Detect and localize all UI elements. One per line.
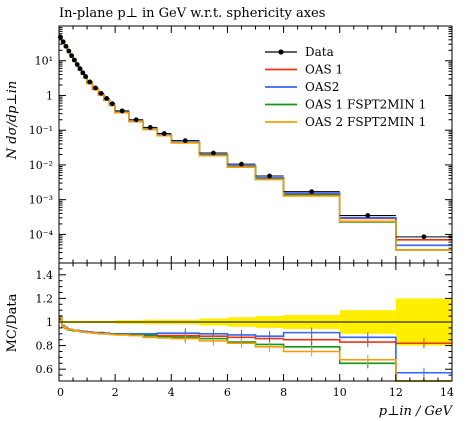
data-point xyxy=(109,101,115,107)
data-point xyxy=(66,48,72,54)
main-y-ticks: 10¹ 1 10⁻¹ 10⁻² 10⁻³ 10⁻⁴ xyxy=(29,25,452,260)
data-point xyxy=(98,90,104,96)
data-point xyxy=(74,62,80,67)
data-point xyxy=(83,74,89,79)
data-point xyxy=(421,234,427,240)
data-point xyxy=(72,57,77,63)
data-point xyxy=(63,43,69,49)
y-tick-label: 10⁻⁴ xyxy=(29,228,54,241)
data-points xyxy=(58,34,452,240)
ratio-y-ticks: 0.6 0.8 1 1.2 1.4 xyxy=(36,262,452,382)
x-tick-label: 10 xyxy=(333,386,347,399)
data-point xyxy=(87,79,93,85)
x-tick-label: 8 xyxy=(280,386,287,399)
main-panel-frame xyxy=(58,25,453,264)
ratio-y-tick-label: 0.8 xyxy=(36,340,54,353)
y-tick-label: 1 xyxy=(46,89,53,102)
legend: Data OAS 1 OAS2 OAS 1 FSPT2MIN 1 OAS 2 FSPT2… xyxy=(265,45,426,129)
x-tick-label: 14 xyxy=(440,386,454,399)
legend-label: OAS2 xyxy=(305,80,339,94)
data-point xyxy=(77,66,83,72)
mc-histogram-1 xyxy=(59,35,452,241)
data-point xyxy=(210,150,216,156)
x-ticks: 0 2 4 6 8 10 12 14 xyxy=(57,263,454,399)
ratio-histogram-4 xyxy=(59,316,452,382)
data-point xyxy=(267,173,272,179)
data-point xyxy=(119,108,125,114)
x-tick-label: 0 xyxy=(57,386,64,399)
ratio-panel: 0.6 0.8 1 1.2 1.4 0 2 4 6 8 10 12 14 MC/Data p⊥in /… xyxy=(5,262,454,419)
data-point xyxy=(147,125,153,130)
legend-label: OAS 1 xyxy=(305,63,343,77)
data-point xyxy=(239,161,244,167)
ratio-y-tick-label: 0.6 xyxy=(36,363,54,376)
data-point xyxy=(309,189,315,195)
y-tick-label: 10¹ xyxy=(35,55,53,68)
data-point xyxy=(133,117,139,123)
data-point xyxy=(69,53,75,59)
main-x-ticks xyxy=(58,26,453,263)
legend-label: OAS 2 FSPT2MIN 1 xyxy=(305,115,426,129)
mc-histogram-2 xyxy=(59,35,452,247)
x-tick-label: 4 xyxy=(168,386,175,399)
x-tick-label: 12 xyxy=(389,386,403,399)
data-point xyxy=(182,138,188,144)
main-y-axis-label: N dσ/dp⊥in xyxy=(5,81,20,160)
data-point xyxy=(80,70,86,76)
legend-label: Data xyxy=(305,45,334,59)
y-tick-label: 10⁻² xyxy=(29,159,53,172)
x-tick-label: 6 xyxy=(224,386,231,399)
y-tick-label: 10⁻¹ xyxy=(29,124,53,137)
data-point xyxy=(93,85,98,91)
legend-marker xyxy=(278,49,284,55)
ratio-y-tick-label: 1.4 xyxy=(36,269,54,282)
legend-label: OAS 1 FSPT2MIN 1 xyxy=(305,98,426,112)
data-point xyxy=(60,39,66,45)
ratio-y-tick-label: 1 xyxy=(46,316,53,329)
chart-title: In-plane p⊥ in GeV w.r.t. sphericity axe… xyxy=(59,6,325,21)
ratio-y-tick-label: 1.2 xyxy=(36,292,54,305)
data-point xyxy=(161,131,167,136)
x-tick-label: 2 xyxy=(112,386,119,399)
ratio-y-axis-label: MC/Data xyxy=(5,293,20,352)
y-tick-label: 10⁻³ xyxy=(29,194,53,207)
data-point xyxy=(104,96,110,101)
x-axis-label: p⊥in / GeV xyxy=(379,404,454,419)
data-point xyxy=(365,213,371,218)
ratio-histograms xyxy=(59,315,452,382)
mc-histograms xyxy=(59,35,452,251)
main-panel: 10¹ 1 10⁻¹ 10⁻² 10⁻³ 10⁻⁴ N dσ/dp⊥in xyxy=(5,25,453,264)
